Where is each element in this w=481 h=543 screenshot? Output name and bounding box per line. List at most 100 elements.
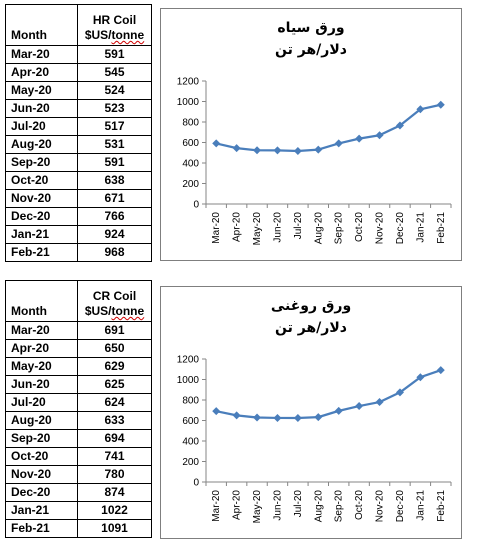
x-tick-label: Mar-20	[211, 490, 222, 522]
cr-coil-table: Month CR Coil $US/tonne Mar-20 691 Apr-20 6…	[5, 280, 152, 538]
x-tick-label: Sep-20	[334, 490, 345, 523]
table-row: Jul-20 624	[5, 393, 152, 412]
y-tick-label: 200	[182, 457, 199, 468]
month-cell: Nov-20	[5, 465, 78, 484]
table-row: Jun-20 625	[5, 375, 152, 394]
x-tick-label: Jul-20	[293, 212, 304, 240]
data-point	[253, 146, 262, 155]
x-tick-label: Jan-21	[415, 212, 426, 243]
month-cell: Sep-20	[5, 429, 78, 448]
x-tick-label: Aug-20	[313, 490, 324, 523]
table-row: Sep-20 694	[5, 429, 152, 448]
month-cell: Jul-20	[5, 393, 78, 412]
series-line	[215, 369, 442, 420]
price-cell: 545	[77, 63, 152, 82]
x-tick-label: Jun-20	[272, 212, 283, 243]
data-point	[375, 131, 384, 140]
table-row: Apr-20 650	[5, 339, 152, 358]
data-point	[253, 413, 262, 422]
month-cell: Jan-21	[5, 501, 78, 520]
data-point	[436, 366, 445, 375]
price-header: CR Coil $US/tonne	[77, 280, 152, 322]
data-point	[232, 144, 241, 153]
month-cell: Sep-20	[5, 153, 78, 172]
table-row: May-20 524	[5, 81, 152, 100]
data-point	[416, 373, 425, 382]
month-cell: Mar-20	[5, 45, 78, 64]
cr-coil-chart: ورق روغنی دلار/هر تن 0 200 400 600 800 1000 1200…	[160, 286, 462, 539]
price-header-line1: CR Coil	[92, 289, 137, 303]
price-cell: 629	[77, 357, 152, 376]
table-header-row: Month HR Coil $US/tonne	[5, 4, 152, 46]
price-cell: 531	[77, 135, 152, 154]
data-point	[334, 139, 343, 148]
x-tick-label: Dec-20	[395, 490, 406, 523]
cr-coil-table-body: Month CR Coil $US/tonne Mar-20 691 Apr-20 6…	[5, 280, 152, 538]
price-cell: 691	[77, 321, 152, 340]
table-row: Jul-20 517	[5, 117, 152, 136]
table-row: Oct-20 638	[5, 171, 152, 190]
table-row: Mar-20 591	[5, 45, 152, 64]
chart-title: ورق سیاه	[277, 20, 344, 36]
month-cell: Feb-21	[5, 519, 78, 538]
price-cell: 766	[77, 207, 152, 226]
y-tick-label: 800	[182, 396, 199, 407]
price-cell: 524	[77, 81, 152, 100]
price-cell: 780	[77, 465, 152, 484]
x-tick-label: May-20	[252, 490, 263, 524]
data-point	[314, 413, 323, 422]
price-cell: 671	[77, 189, 152, 208]
y-tick-label: 600	[182, 138, 199, 149]
price-cell: 625	[77, 375, 152, 394]
table-row: Oct-20 741	[5, 447, 152, 466]
cr-coil-chart-svg: ورق روغنی دلار/هر تن 0 200 400 600 800 1000 1200…	[177, 298, 452, 524]
month-cell: Jun-20	[5, 99, 78, 118]
price-cell: 638	[77, 171, 152, 190]
price-cell: 591	[77, 153, 152, 172]
data-point	[416, 105, 425, 114]
table-row: Aug-20 633	[5, 411, 152, 430]
chart-subtitle: دلار/هر تن	[275, 320, 347, 336]
table-row: Jun-20 523	[5, 99, 152, 118]
y-tick-label: 0	[193, 478, 199, 489]
month-cell: May-20	[5, 357, 78, 376]
series-line	[215, 103, 442, 153]
month-header: Month	[5, 280, 78, 322]
price-cell: 874	[77, 483, 152, 502]
month-cell: Apr-20	[5, 63, 78, 82]
month-cell: Aug-20	[5, 411, 78, 430]
y-tick-label: 400	[182, 159, 199, 170]
x-tick-label: Oct-20	[354, 212, 365, 242]
table-row: Feb-21 968	[5, 243, 152, 262]
x-tick-label: Jan-21	[415, 490, 426, 521]
data-point	[273, 413, 282, 422]
y-tick-label: 0	[193, 200, 199, 211]
table-row: May-20 629	[5, 357, 152, 376]
x-tick-label: May-20	[252, 212, 263, 246]
price-cell: 517	[77, 117, 152, 136]
table-row: Nov-20 671	[5, 189, 152, 208]
data-point	[395, 121, 404, 130]
x-tick-label: Dec-20	[395, 212, 406, 245]
month-cell: Jul-20	[5, 117, 78, 136]
y-tick-label: 200	[182, 179, 199, 190]
data-point	[212, 139, 221, 148]
y-tick-label: 1200	[177, 77, 200, 88]
y-tick-label: 800	[182, 118, 199, 129]
table-row: Sep-20 591	[5, 153, 152, 172]
price-cell: 968	[77, 243, 152, 262]
table-row: Jan-21 924	[5, 225, 152, 244]
chart-title: ورق روغنی	[271, 298, 351, 314]
x-tick-label: Aug-20	[313, 212, 324, 245]
month-cell: Oct-20	[5, 171, 78, 190]
data-point	[212, 407, 221, 416]
table-row: Feb-21 1091	[5, 519, 152, 538]
data-point	[273, 146, 282, 155]
x-tick-label: Nov-20	[375, 490, 386, 523]
x-tick-label: Mar-20	[211, 212, 222, 244]
y-tick-label: 600	[182, 416, 199, 427]
data-point	[355, 402, 364, 411]
month-cell: Aug-20	[5, 135, 78, 154]
hr-coil-chart: ورق سیاه دلار/هر تن 0 200 400 600 800 1000 1200 M…	[160, 8, 462, 261]
data-point	[293, 414, 302, 423]
